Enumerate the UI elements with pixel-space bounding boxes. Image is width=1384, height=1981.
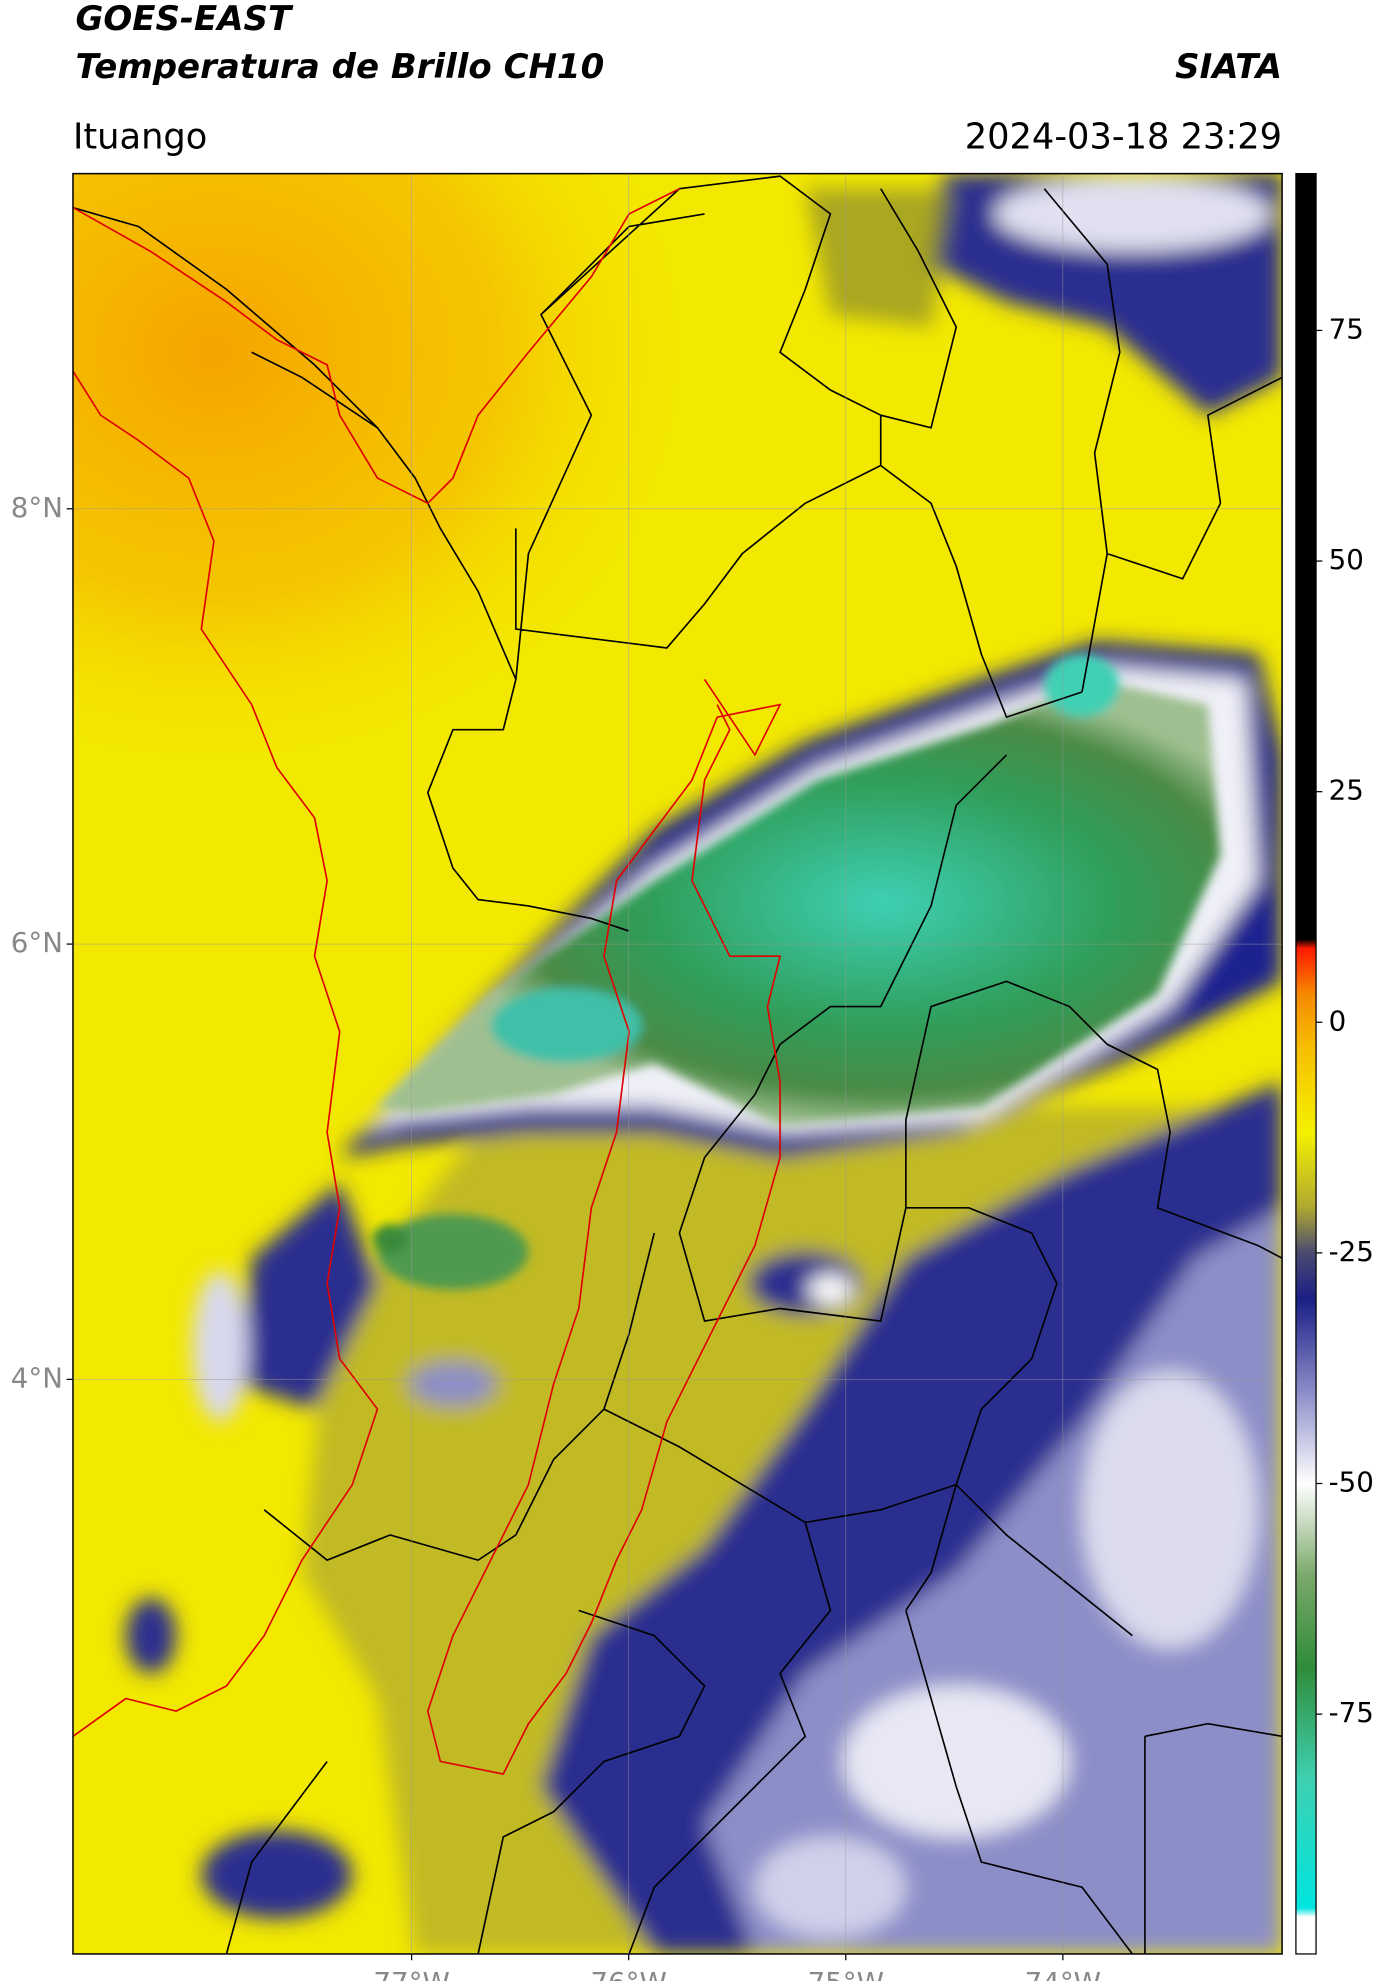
colorbar-tick-label: 50 <box>1329 543 1364 576</box>
x-tick-label: 76°W <box>591 1966 667 1981</box>
colorbar-tick-label: 25 <box>1329 774 1364 807</box>
satellite-image <box>72 173 1283 1954</box>
colorbar-tick-label: -75 <box>1329 1696 1374 1729</box>
x-tick-label: 77°W <box>373 1966 449 1981</box>
y-tick-label: 6°N <box>11 926 63 959</box>
source: SIATA <box>1175 47 1282 87</box>
x-tick-label: 75°W <box>808 1966 884 1981</box>
y-tick-label: 8°N <box>11 491 63 524</box>
map-frame <box>72 172 1283 1955</box>
location: Ituango <box>73 116 207 157</box>
map-axes: 8°N 6°N 4°N 77°W 76°W 75°W 74°W <box>11 173 1283 1981</box>
colorbar: 75 50 25 0 -25 -50 -75 <box>1295 172 1374 1955</box>
colorbar-tick-label: -50 <box>1329 1466 1374 1499</box>
x-tick-label: 74°W <box>1025 1966 1101 1981</box>
colorbar-bar <box>1295 172 1317 1955</box>
subtitle: Temperatura de Brillo CH10 <box>75 47 604 87</box>
datetime: 2024-03-18 23:29 <box>965 116 1282 157</box>
colorbar-tick-label: 75 <box>1329 312 1364 345</box>
colorbar-tick-label: -25 <box>1329 1235 1374 1268</box>
title: GOES-EAST <box>75 0 293 39</box>
y-tick-label: 4°N <box>11 1361 63 1394</box>
colorbar-tick-label: 0 <box>1329 1004 1347 1037</box>
